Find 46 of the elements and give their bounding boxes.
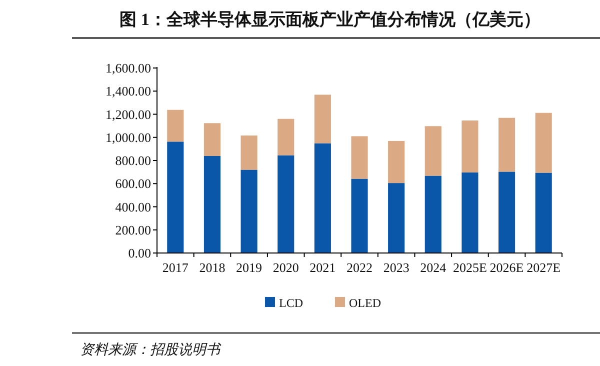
y-tick-label: 400.00 [115,199,151,214]
bar [498,172,516,253]
bar [535,112,552,173]
bar [240,136,258,170]
y-tick-label: 1,000.00 [106,130,151,145]
bar [462,120,478,172]
bar [167,142,184,253]
y-tick-label: 200.00 [115,222,151,238]
chart-title: 图 1：全球半导体显示面板产业产值分布情况（亿美元） [120,10,540,29]
bar [278,118,294,156]
bar [351,178,368,253]
bar [388,183,405,253]
x-tick-label: 2025E [452,260,487,275]
x-tick-label: 2022 [346,260,372,275]
x-tick-label: 2020 [272,260,299,275]
bar [424,176,442,253]
x-tick-label: 2018 [199,260,226,275]
x-tick-label: 2023 [383,260,410,275]
y-tick-label: 1,600.00 [106,60,151,76]
x-tick-label: 2019 [236,260,262,275]
bar [167,110,184,142]
y-tick-label: 800.00 [115,153,151,168]
y-tick-label: 1,200.00 [106,106,151,122]
bar [314,143,331,253]
bar [351,136,368,179]
y-tick-label: 1,400.00 [106,84,151,99]
legend-label: OLED [349,296,382,310]
y-tick-label: 600.00 [115,176,151,192]
bar [498,118,516,172]
x-tick-label: 2017 [162,260,189,275]
bar [314,94,331,144]
y-tick-label: 0.00 [128,246,151,260]
bar [278,155,294,253]
bar [240,170,258,253]
text: 资料来源：招股说明书 [80,342,222,358]
x-tick-label: 2024 [420,260,447,275]
legend-label: LCD [279,296,304,310]
bar [204,123,221,156]
bar [388,140,405,184]
x-tick-label: 2027E [526,260,561,275]
bar [424,126,442,176]
bar [462,172,478,253]
bar [535,172,552,253]
bar [204,156,221,253]
x-tick-label: 2021 [310,260,336,275]
x-tick-label: 2026E [490,260,524,275]
